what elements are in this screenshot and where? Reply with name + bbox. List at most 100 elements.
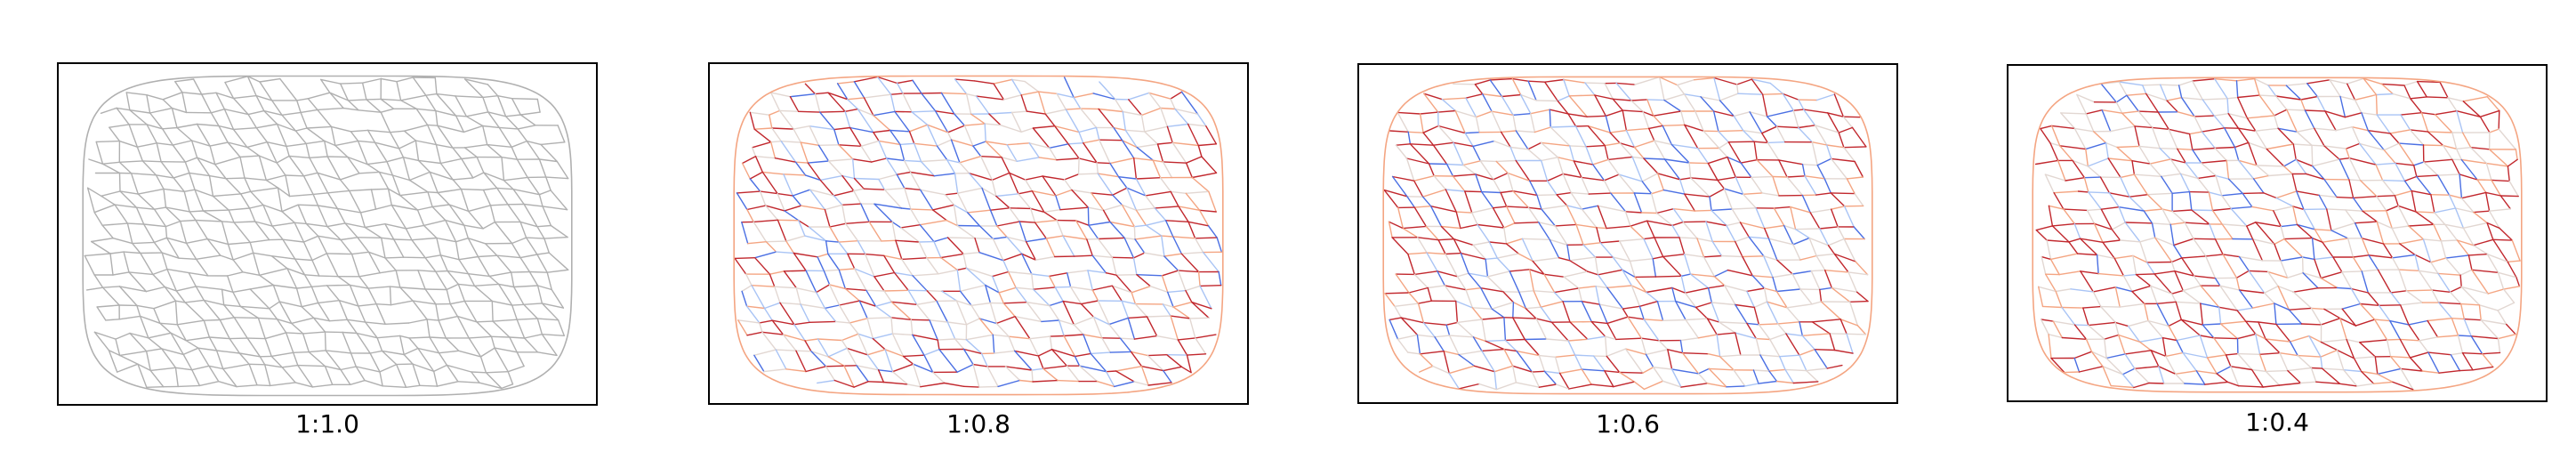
- cell-edge: [2185, 162, 2199, 180]
- cell-edge: [1515, 130, 1536, 133]
- cell-edge: [1445, 189, 1466, 192]
- cell-edge: [1633, 146, 1645, 159]
- cell-edge: [853, 190, 862, 205]
- cell-edge: [809, 320, 837, 323]
- cell-edge: [1503, 348, 1514, 367]
- cell-edge: [1786, 307, 1800, 323]
- cell-edge: [2222, 254, 2238, 279]
- cell-edge: [1021, 253, 1036, 261]
- cell-edge: [494, 221, 513, 245]
- cell-edge: [215, 92, 226, 110]
- cell-edge: [2422, 144, 2444, 147]
- cell-edge: [1566, 244, 1571, 262]
- cell-edge: [1697, 367, 1710, 375]
- cell-edge: [1197, 270, 1201, 287]
- cell-edge: [1527, 206, 1542, 210]
- cell-edge: [2378, 304, 2402, 306]
- cell-edge: [176, 319, 205, 326]
- cell-edge: [195, 286, 205, 302]
- cell-edge: [1843, 238, 1856, 262]
- cell-edge: [1485, 258, 1489, 278]
- cell-edge: [155, 174, 165, 190]
- cell-edge: [2368, 254, 2394, 259]
- cell-edge: [286, 267, 306, 276]
- cell-edge: [1033, 287, 1056, 290]
- cell-edge: [2055, 290, 2063, 309]
- cell-edge: [436, 93, 456, 97]
- cell-edge: [1643, 157, 1659, 174]
- cell-edge: [1688, 162, 1692, 179]
- cell-edge: [546, 269, 569, 273]
- cell-edge: [523, 203, 538, 228]
- cell-edge: [807, 160, 830, 164]
- cell-edge: [1653, 367, 1664, 382]
- cell-edge: [1481, 350, 1495, 373]
- cell-edge: [548, 252, 569, 271]
- cell-edge: [203, 319, 221, 321]
- cell-edge: [2251, 303, 2275, 309]
- cell-edge: [2110, 384, 2135, 389]
- cell-edge: [1127, 317, 1136, 340]
- cell-edge: [1525, 306, 1542, 310]
- cell-edge: [926, 257, 939, 275]
- cell-edge: [978, 385, 999, 388]
- cell-edge: [1448, 365, 1476, 375]
- cell-edge: [2456, 110, 2482, 117]
- cell-edge: [992, 270, 1010, 278]
- cell-edge: [1799, 254, 1817, 261]
- cell-edge: [2048, 334, 2052, 359]
- cell-edge: [1733, 115, 1744, 132]
- cell-edge: [2204, 381, 2229, 385]
- cell-edge: [1531, 371, 1541, 388]
- cell-edge: [858, 300, 868, 319]
- cell-edge: [2447, 97, 2464, 102]
- cell-edge: [1218, 270, 1222, 287]
- cell-edge: [2359, 142, 2385, 151]
- cell-edge: [344, 222, 358, 238]
- cell-edge: [1815, 192, 1831, 196]
- cell-edge: [1477, 223, 1505, 229]
- cell-edge: [2339, 318, 2357, 327]
- cell-edge: [1726, 222, 1742, 227]
- cell-edge: [1566, 205, 1583, 210]
- cell-edge: [938, 349, 958, 373]
- cell-edge: [1121, 139, 1138, 149]
- cell-edge: [2380, 83, 2394, 95]
- cell-edge: [1098, 108, 1115, 129]
- cell-edge: [1735, 303, 1748, 325]
- cell-edge: [1000, 124, 1022, 133]
- cell-edge: [2180, 97, 2195, 117]
- cell-edge: [2114, 287, 2133, 293]
- cell-edge: [778, 109, 794, 130]
- cell-edge: [452, 179, 463, 190]
- cell-edge: [1205, 125, 1218, 145]
- cell-edge: [159, 322, 172, 334]
- cell-edge: [509, 336, 526, 339]
- cell-edge: [1123, 237, 1135, 259]
- cell-edge: [2408, 225, 2425, 240]
- cell-edge: [270, 254, 288, 270]
- cell-edge: [1735, 332, 1742, 356]
- cell-edge: [476, 320, 494, 323]
- cell-edge: [2093, 222, 2104, 244]
- cell-edge: [318, 302, 331, 322]
- cell-mesh: [1382, 76, 1873, 395]
- cell-edge: [254, 221, 270, 241]
- cell-edge: [1201, 156, 1218, 174]
- cell-edge: [1612, 98, 1623, 111]
- cell-edge: [1080, 300, 1099, 305]
- cell-edge: [181, 92, 203, 95]
- cell-edge: [1782, 93, 1799, 101]
- cell-edge: [1172, 306, 1191, 319]
- cell-edge: [1166, 125, 1173, 144]
- cell-edge: [793, 125, 810, 130]
- cell-edge: [1407, 253, 1415, 276]
- cell-edge: [1811, 301, 1823, 305]
- cell-edge: [411, 238, 426, 259]
- cell-edge: [281, 111, 302, 116]
- cell-edge: [873, 276, 885, 292]
- cell-edge: [427, 191, 439, 194]
- cell-edge: [2463, 318, 2472, 337]
- cell-edge: [1568, 256, 1597, 262]
- cell-edge: [305, 140, 326, 145]
